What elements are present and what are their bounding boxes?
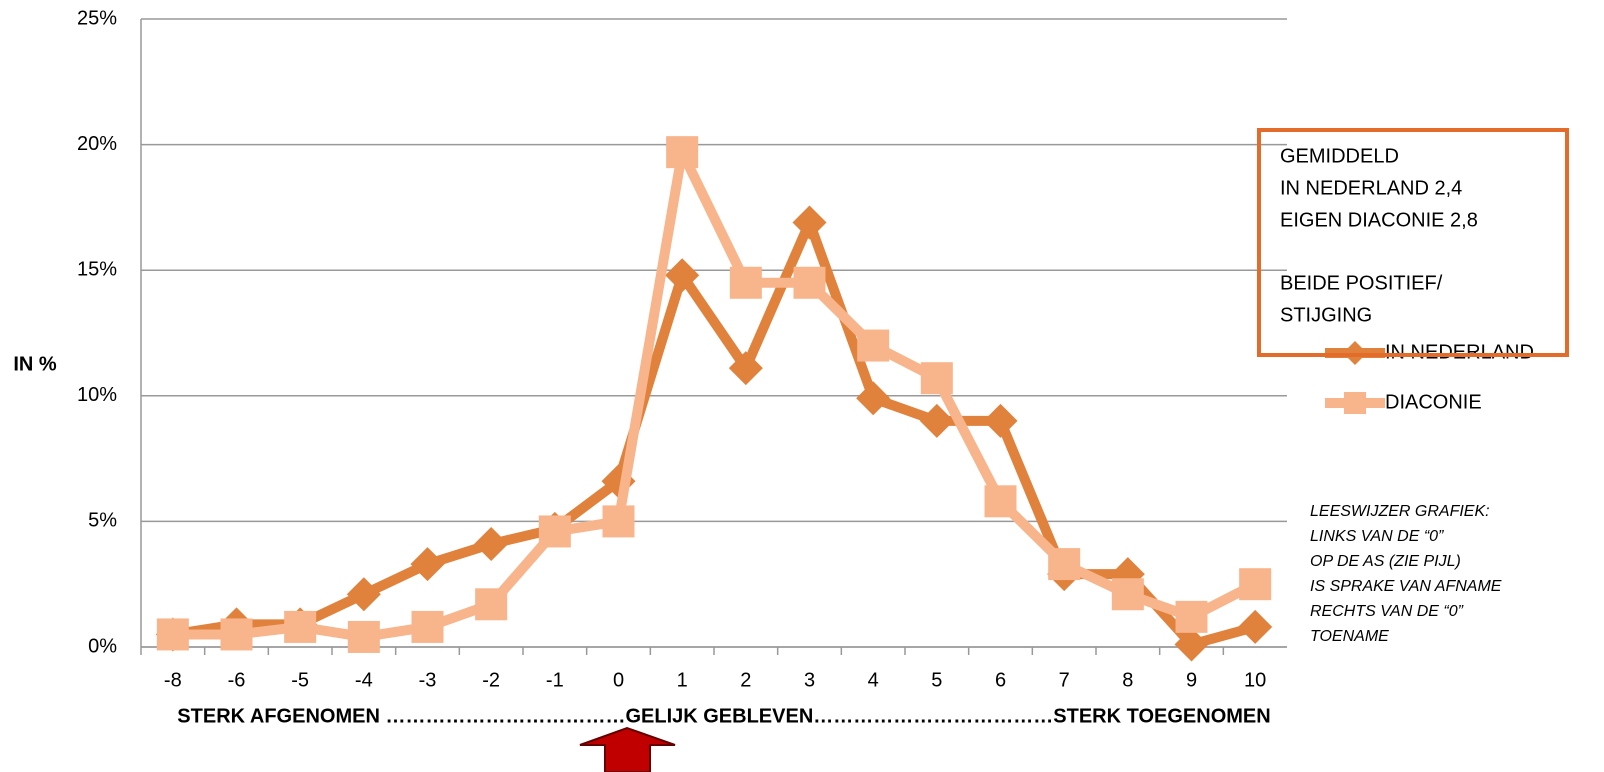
annotation-box bbox=[1257, 128, 1569, 357]
x-tick-label: 1 bbox=[677, 669, 688, 691]
series-line bbox=[172, 147, 1258, 642]
point bbox=[983, 403, 1018, 438]
point bbox=[156, 618, 189, 651]
x-caption: STERK AFGENOMEN ………………………………GELIJK GEBLE… bbox=[177, 705, 1270, 727]
note-line: LINKS VAN DE “0” bbox=[1310, 528, 1444, 545]
point bbox=[728, 351, 763, 386]
x-tick-label: -4 bbox=[355, 669, 373, 691]
box-text: STIJGING bbox=[1280, 304, 1372, 326]
box-text: EIGEN DIACONIE 2,8 bbox=[1280, 209, 1478, 231]
point bbox=[984, 485, 1017, 518]
x-tick-label: 0 bbox=[613, 669, 624, 691]
y-tick-label: 15% bbox=[77, 258, 117, 280]
x-tick-label: 10 bbox=[1244, 669, 1266, 691]
point bbox=[729, 266, 762, 299]
x-tick-label: 5 bbox=[931, 669, 942, 691]
x-tick-label: -6 bbox=[228, 669, 246, 691]
point bbox=[1174, 627, 1209, 662]
note-line: IS SPRAKE VAN AFNAME bbox=[1310, 578, 1502, 595]
legend-label: DIACONIE bbox=[1385, 391, 1482, 413]
point bbox=[920, 362, 953, 395]
x-tick-label: 4 bbox=[868, 669, 879, 691]
point bbox=[665, 258, 700, 293]
x-tick-label: 2 bbox=[740, 669, 751, 691]
point bbox=[1048, 548, 1081, 581]
point bbox=[220, 618, 253, 651]
point bbox=[857, 329, 890, 362]
legend-marker bbox=[1344, 392, 1366, 414]
arrow bbox=[579, 726, 676, 772]
y-tick-label: 20% bbox=[77, 133, 117, 155]
point bbox=[793, 266, 826, 299]
x-tick-label: 9 bbox=[1186, 669, 1197, 691]
x-tick-label: -8 bbox=[164, 669, 182, 691]
point bbox=[538, 515, 571, 548]
point bbox=[856, 381, 891, 416]
point bbox=[347, 620, 380, 653]
y-tick-label: 10% bbox=[77, 384, 117, 406]
point bbox=[411, 610, 444, 643]
point bbox=[346, 577, 381, 612]
x-tick-label: -3 bbox=[419, 669, 437, 691]
point bbox=[1239, 568, 1272, 601]
x-tick-label: -1 bbox=[546, 669, 564, 691]
x-tick-label: 6 bbox=[995, 669, 1006, 691]
note-line: RECHTS VAN DE “0” bbox=[1310, 603, 1464, 620]
box-text: BEIDE POSITIEF/ bbox=[1280, 272, 1443, 294]
note-line: LEESWIJZER GRAFIEK: bbox=[1310, 503, 1490, 520]
point bbox=[602, 505, 635, 538]
point bbox=[410, 547, 445, 582]
point bbox=[792, 205, 827, 240]
y-tick-label: 25% bbox=[77, 7, 117, 29]
point bbox=[474, 527, 509, 562]
y-tick-label: 0% bbox=[88, 635, 117, 657]
box-text: GEMIDDELD bbox=[1280, 145, 1399, 167]
x-tick-label: -2 bbox=[482, 669, 500, 691]
x-tick-label: 3 bbox=[804, 669, 815, 691]
x-tick-label: -5 bbox=[291, 669, 309, 691]
point bbox=[475, 588, 508, 621]
y-axis-label: IN % bbox=[13, 353, 57, 375]
x-tick-label: 8 bbox=[1122, 669, 1133, 691]
legend-label: IN NEDERLAND bbox=[1385, 341, 1534, 363]
point bbox=[1111, 578, 1144, 611]
point bbox=[1175, 600, 1208, 633]
point bbox=[666, 136, 699, 169]
box-text: IN NEDERLAND 2,4 bbox=[1280, 177, 1462, 199]
point bbox=[919, 403, 954, 438]
point bbox=[1238, 609, 1273, 644]
note-line: TOENAME bbox=[1310, 628, 1389, 645]
x-tick-label: 7 bbox=[1059, 669, 1070, 691]
y-tick-label: 5% bbox=[88, 510, 117, 532]
note-line: OP DE AS (ZIE PIJL) bbox=[1310, 553, 1461, 570]
point bbox=[284, 610, 317, 643]
